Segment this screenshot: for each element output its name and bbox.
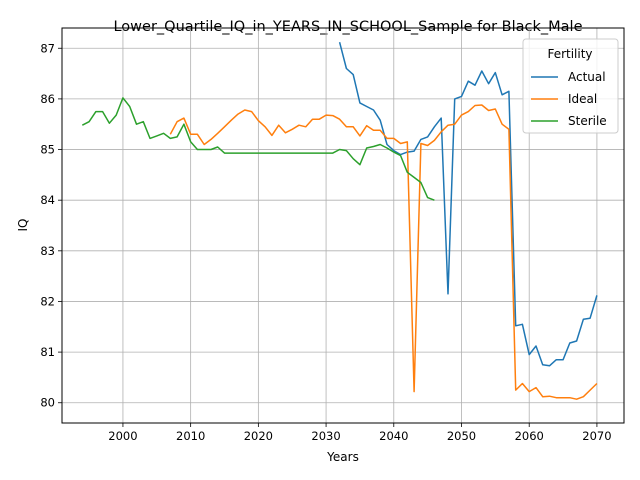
plot-frame	[61, 27, 625, 424]
chart-title: Lower_Quartile_IQ_in_YEARS_IN_SCHOOL_Sam…	[113, 19, 582, 35]
y-axis-ticks: 80 81 82 83 84 85 86 87	[40, 41, 62, 410]
y-tick-label: 84	[40, 193, 55, 207]
x-tick-label: 2030	[311, 429, 340, 443]
legend-label-ideal: Ideal	[568, 92, 597, 106]
x-tick-label: 2070	[582, 429, 611, 443]
y-tick-label: 82	[40, 294, 55, 308]
y-tick-label: 81	[40, 345, 55, 359]
y-tick-label: 80	[40, 396, 55, 410]
series-line-sterile	[81, 97, 435, 201]
legend: Fertility Actual Ideal Sterile	[522, 38, 619, 134]
x-tick-label: 2000	[108, 429, 137, 443]
x-tick-label: 2060	[515, 429, 544, 443]
legend-box	[522, 38, 619, 134]
y-tick-label: 85	[40, 143, 55, 157]
x-tick-label: 2050	[447, 429, 476, 443]
x-tick-label: 2040	[379, 429, 408, 443]
series-lines	[81, 42, 598, 400]
y-tick-label: 83	[40, 244, 55, 258]
legend-label-sterile: Sterile	[568, 114, 607, 128]
legend-label-actual: Actual	[568, 70, 606, 84]
x-tick-label: 2010	[176, 429, 205, 443]
y-tick-label: 86	[40, 92, 55, 106]
series-line-actual	[338, 42, 598, 367]
y-tick-label: 87	[40, 41, 55, 55]
x-tick-label: 2020	[244, 429, 273, 443]
series-line-ideal	[169, 104, 598, 400]
y-axis-label: IQ	[16, 219, 30, 232]
legend-title: Fertility	[547, 47, 592, 61]
x-axis-label: Years	[326, 450, 359, 464]
x-axis-ticks: 2000 2010 2020 2030 2040 2050 2060 2070	[108, 423, 612, 443]
